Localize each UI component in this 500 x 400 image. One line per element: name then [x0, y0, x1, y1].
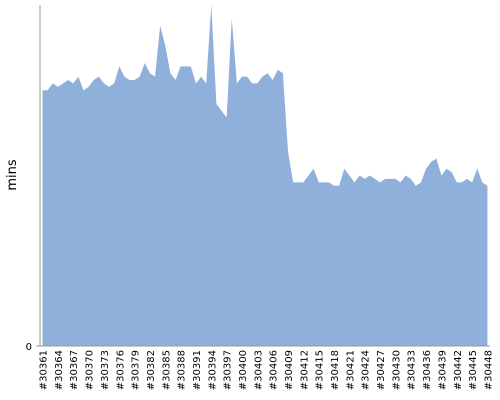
x-tick-label: #30415 [315, 350, 326, 390]
x-tick-label: #30364 [54, 350, 65, 390]
x-tick-label: #30367 [69, 350, 80, 390]
x-tick-label: #30376 [115, 350, 126, 390]
x-tick-label: #30388 [177, 350, 188, 390]
x-tick-label: #30430 [391, 350, 402, 390]
x-tick-label: #30409 [284, 350, 295, 390]
x-tick-label: #30406 [269, 350, 280, 390]
y-axis-label: mins [5, 159, 20, 191]
x-tick-label: #30412 [299, 350, 310, 390]
x-tick-label: #30385 [161, 350, 172, 390]
x-tick-label: #30418 [330, 350, 341, 390]
x-tick-label: #30397 [223, 350, 234, 390]
y-tick-label: 0 [26, 342, 32, 353]
x-tick-label: #30442 [453, 350, 464, 390]
x-tick-label: #30361 [39, 350, 50, 390]
x-tick-label: #30379 [131, 350, 142, 390]
x-tick-label: #30436 [422, 350, 433, 390]
x-tick-label: #30439 [437, 350, 448, 390]
x-tick-label: #30373 [100, 350, 111, 390]
x-tick-label: #30400 [238, 350, 249, 390]
x-tick-label: #30394 [207, 350, 218, 390]
x-tick-label: #30391 [192, 350, 203, 390]
area [42, 5, 488, 346]
x-tick-label: #30370 [85, 350, 96, 390]
x-tick-label: #30448 [483, 350, 494, 390]
x-tick-label: #30427 [376, 350, 387, 390]
x-tick-label: #30433 [407, 350, 418, 390]
x-tick-label: #30382 [146, 350, 157, 390]
x-tick-label: #30403 [253, 350, 264, 390]
x-tick-label: #30424 [361, 350, 372, 390]
x-tick-label: #30421 [345, 350, 356, 390]
x-tick-label: #30445 [468, 350, 479, 390]
